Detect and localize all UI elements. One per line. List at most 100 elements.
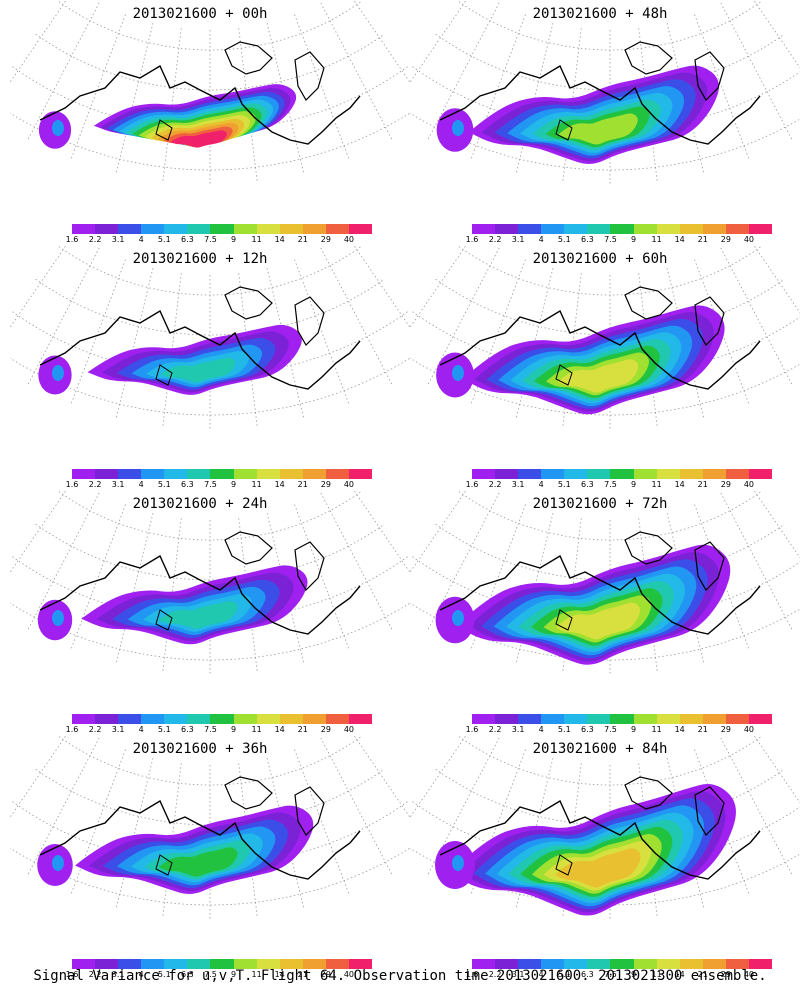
colorbar-segment — [702, 469, 726, 479]
colorbar-labels: 1.6 2.2 3.1 4 5.1 6.3 7.5 9 11 14 21 29 40 — [64, 970, 384, 980]
colorbar-tick-label: 3.1 — [111, 970, 125, 979]
meridian-line — [115, 758, 154, 909]
meridian-line — [162, 763, 182, 918]
colorbar-segment — [256, 714, 280, 724]
colorbar — [472, 469, 773, 479]
colorbar-tick-label: 3.1 — [111, 235, 125, 244]
colorbar-segment — [164, 224, 188, 234]
colorbar — [472, 714, 773, 724]
panel-24h: 2013021600 + 24h 1.6 2.2 3.1 4 5.1 6.3 7.5 9 11 1… — [10, 490, 410, 735]
colorbar-segment — [187, 224, 211, 234]
colorbar-segment — [72, 469, 96, 479]
colorbar — [72, 714, 373, 724]
panel-title: 2013021600 + 72h — [532, 496, 668, 512]
colorbar-tick-label: 4 — [138, 480, 144, 489]
latitude-circle — [458, 1, 762, 51]
colorbar-segment — [541, 224, 565, 234]
meridian-line — [162, 518, 182, 673]
colorbar-labels: 1.6 2.2 3.1 4 5.1 6.3 7.5 9 11 14 21 29 40 — [464, 480, 784, 490]
colorbar-tick-label: 6.3 — [181, 235, 194, 244]
greenland-coastline — [694, 296, 725, 346]
panel-title: 2013021600 + 12h — [132, 251, 268, 267]
colorbar-segment — [325, 469, 349, 479]
colorbar-segment — [187, 714, 211, 724]
colorbar-segment — [233, 469, 257, 479]
colorbar-segment — [748, 714, 773, 724]
colorbar-segment — [610, 959, 634, 969]
latitude-circle — [412, 801, 800, 866]
colorbar-segment — [472, 469, 496, 479]
meridian-line — [238, 518, 258, 673]
colorbar-segment — [95, 224, 119, 234]
panel-title: 2013021600 + 24h — [132, 496, 268, 512]
colorbar-tick-label: 7.5 — [204, 970, 217, 979]
colorbar-tick-label: 9 — [230, 725, 237, 734]
map-48h — [410, 0, 800, 185]
colorbar-tick-label: 4 — [138, 235, 144, 244]
colorbar-segment — [72, 224, 96, 234]
colorbar-tick-label: 40 — [343, 725, 355, 734]
meridian-line — [638, 273, 658, 428]
colorbar-tick-label: 11 — [251, 480, 262, 489]
meridian-line — [27, 2, 100, 141]
colorbar-tick-label: 7.5 — [604, 725, 617, 734]
meridian-line — [694, 14, 750, 160]
colorbar-segment — [118, 714, 142, 724]
colorbar-segment — [256, 224, 280, 234]
latitude-circle — [58, 246, 362, 296]
colorbar-tick-label: 6.3 — [581, 970, 594, 979]
colorbar-labels: 1.6 2.2 3.1 4 5.1 6.3 7.5 9 11 14 21 29 40 — [64, 480, 384, 490]
colorbar — [72, 224, 373, 234]
colorbar-labels: 1.6 2.2 3.1 4 5.1 6.3 7.5 9 11 14 21 29 40 — [64, 235, 384, 245]
panel-48h: 2013021600 + 48h 1.6 2.2 3.1 4 5.1 6.3 7.5 9 11 1… — [410, 0, 800, 245]
colorbar-segment — [118, 959, 142, 969]
colorbar-segment — [610, 469, 634, 479]
colorbar-tick-label: 14 — [674, 970, 685, 979]
colorbar-segment — [256, 469, 280, 479]
greenland-coastline — [294, 51, 325, 101]
greenland-coastline — [294, 296, 325, 346]
colorbar-tick-label: 14 — [674, 235, 685, 244]
coastline — [39, 309, 361, 390]
colorbar-tick-label: 9 — [630, 480, 637, 489]
colorbar-segment — [518, 714, 542, 724]
colorbar-tick-label: 11 — [651, 970, 662, 979]
latitude-circle — [58, 736, 362, 786]
colorbar-segment — [279, 959, 303, 969]
colorbar-tick-label: 4 — [538, 970, 544, 979]
colorbar-segment — [141, 469, 165, 479]
colorbar-segment — [325, 224, 349, 234]
arctic-islands-coastline — [224, 776, 273, 810]
colorbar-tick-label: 7.5 — [204, 480, 217, 489]
meridian-line — [294, 14, 350, 160]
latitude-circle — [458, 736, 762, 786]
colorbar-segment — [302, 959, 326, 969]
coastline — [39, 799, 361, 880]
colorbar-tick-label: 1.6 — [65, 725, 79, 734]
lake-outline — [555, 609, 573, 631]
colorbar-segment — [233, 714, 257, 724]
colorbar-tick-label: 3.1 — [111, 480, 125, 489]
meridian-line — [238, 28, 258, 183]
colorbar-tick-label: 2.2 — [88, 235, 102, 244]
colorbar-tick-label: 5.1 — [557, 970, 571, 979]
colorbar-tick-label: 2.2 — [488, 970, 502, 979]
colorbar-segment — [495, 959, 519, 969]
colorbar-tick-label: 29 — [720, 970, 731, 979]
colorbar-tick-label: 21 — [697, 725, 708, 734]
variance-contour-40 — [170, 130, 227, 148]
colorbar-tick-label: 29 — [320, 480, 331, 489]
colorbar-segment — [610, 714, 634, 724]
meridian-line — [720, 247, 793, 386]
colorbar-tick-label: 1.6 — [65, 970, 79, 979]
colorbar-segment — [348, 959, 373, 969]
latitude-circle — [458, 491, 762, 541]
colorbar-segment — [279, 714, 303, 724]
colorbar-tick-label: 3.1 — [511, 235, 525, 244]
colorbar-segment — [95, 959, 119, 969]
latitude-circle — [58, 491, 362, 541]
meridian-line — [70, 14, 126, 160]
meridian-line — [320, 2, 393, 141]
coastline — [39, 64, 361, 145]
latitude-circle — [12, 66, 408, 131]
